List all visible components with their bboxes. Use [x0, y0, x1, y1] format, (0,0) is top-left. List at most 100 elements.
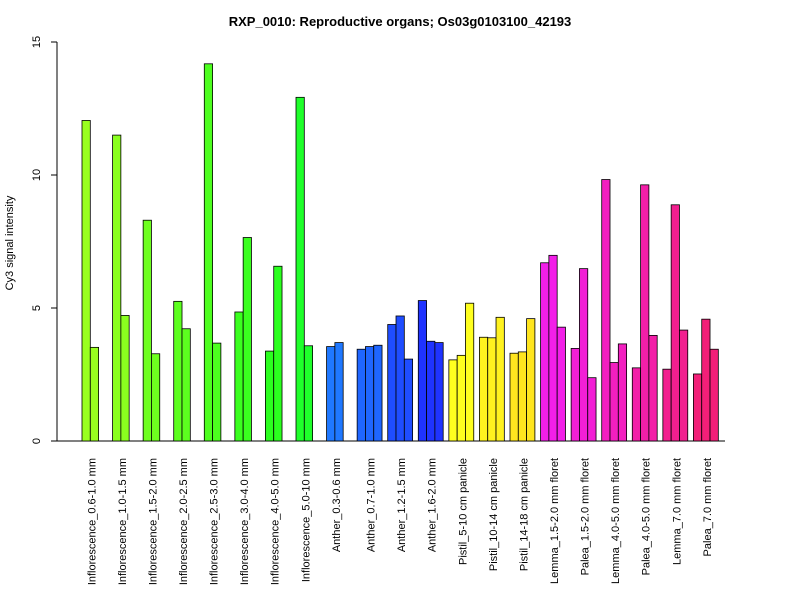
x-tick-label: Inflorescence_1.0-1.5 mm — [117, 458, 129, 585]
x-tick-label: Inflorescence_1.5-2.0 mm — [147, 458, 159, 585]
bar — [640, 184, 650, 442]
x-tick-label: Anther_1.2-1.5 mm — [396, 458, 408, 552]
bar-group — [448, 302, 475, 442]
bar — [356, 348, 366, 442]
bar-group — [570, 268, 597, 442]
x-tick-label: Anther_0.3-0.6 mm — [331, 458, 343, 552]
bar — [173, 300, 183, 442]
bar — [670, 204, 680, 442]
bar — [434, 342, 444, 442]
x-tick-label: Inflorescence_2.5-3.0 mm — [209, 458, 221, 585]
bar-group — [265, 265, 283, 442]
x-tick-label: Anther_0.7-1.0 mm — [366, 458, 378, 552]
bar — [387, 324, 397, 442]
x-tick-label: Palea_1.5-2.0 mm floret — [580, 458, 592, 575]
bar — [601, 179, 611, 442]
bar — [662, 368, 672, 442]
bar — [479, 336, 489, 442]
bar — [617, 343, 628, 442]
bar — [679, 329, 689, 442]
x-tick-label: Pistil_5-10 cm panicle — [457, 458, 469, 565]
bar — [142, 219, 152, 442]
bar-group — [387, 315, 414, 442]
bar — [273, 265, 283, 442]
bar — [648, 334, 658, 442]
y-tick-label: 0 — [31, 438, 43, 444]
y-tick-label: 10 — [31, 169, 43, 181]
bar — [112, 134, 122, 442]
bar — [89, 346, 100, 442]
bar — [509, 352, 519, 442]
x-tick-label: Lemma_1.5-2.0 mm floret — [549, 458, 561, 584]
bar — [709, 348, 719, 442]
bar — [579, 268, 589, 442]
bar — [234, 311, 244, 442]
bar — [426, 340, 436, 442]
bar — [693, 373, 703, 442]
bar — [181, 328, 191, 442]
x-tick-label: Palea_7.0 mm floret — [702, 458, 714, 556]
bar — [373, 344, 383, 442]
bar — [81, 120, 91, 442]
bar — [203, 63, 213, 442]
bar — [548, 254, 558, 442]
bar-group — [662, 204, 689, 442]
chart-title: RXP_0010: Reproductive organs; Os03g0103… — [229, 14, 572, 29]
x-tick-labels: Inflorescence_0.6-1.0 mm Inflorescence_1.… — [86, 458, 714, 585]
bar-group — [112, 134, 130, 442]
bar-group — [601, 179, 628, 442]
bar — [242, 237, 252, 442]
bar — [365, 346, 375, 442]
bar — [609, 362, 619, 442]
bar-group — [540, 254, 566, 442]
bar-group — [356, 344, 383, 442]
bar-group — [203, 63, 222, 442]
x-tick-label: Inflorescence_4.0-5.0 mm — [270, 458, 282, 585]
bar — [403, 358, 414, 442]
bar — [395, 315, 405, 442]
bar — [631, 367, 641, 442]
y-tick-label: 5 — [31, 305, 43, 311]
bar — [448, 359, 458, 442]
x-tick-label: Inflorescence_3.0-4.0 mm — [239, 458, 251, 585]
bar-group — [173, 300, 191, 442]
bars-layer — [81, 63, 719, 442]
bar — [456, 354, 466, 442]
bar — [212, 342, 222, 442]
x-tick-label: Palea_4.0-5.0 mm floret — [641, 458, 653, 575]
x-tick-label: Inflorescence_2.0-2.5 mm — [178, 458, 190, 585]
bar — [526, 318, 536, 442]
bar — [540, 262, 550, 442]
bar — [326, 346, 336, 442]
bar-group — [631, 184, 658, 442]
bar-group — [693, 318, 719, 442]
bar — [517, 351, 527, 442]
bar — [334, 342, 344, 442]
bar — [487, 337, 497, 442]
x-tick-label: Pistil_14-18 cm panicle — [518, 458, 530, 571]
bar — [587, 377, 597, 442]
bar — [701, 318, 711, 442]
x-tick-label: Inflorescence_5.0-10 mm — [300, 458, 312, 582]
x-tick-label: Inflorescence_0.6-1.0 mm — [86, 458, 98, 585]
y-tick-label: 15 — [31, 36, 43, 48]
bar-group — [326, 342, 344, 442]
bar — [495, 316, 505, 442]
bar — [570, 348, 580, 442]
y-axis-label: Cy3 signal intensity — [4, 195, 16, 290]
bar-group — [295, 96, 313, 442]
bar-group — [142, 219, 161, 442]
bar — [265, 350, 275, 442]
bar-group — [81, 120, 100, 442]
bar-group — [479, 316, 505, 442]
bar — [303, 345, 313, 442]
bar — [120, 315, 130, 442]
x-tick-label: Anther_1.6-2.0 mm — [427, 458, 439, 552]
bar — [295, 96, 305, 442]
bar — [417, 300, 427, 442]
y-axis: 0 5 10 15 — [31, 36, 58, 444]
bar-group — [509, 318, 536, 442]
bar-group — [417, 300, 444, 442]
x-tick-label: Lemma_4.0-5.0 mm floret — [610, 458, 622, 584]
